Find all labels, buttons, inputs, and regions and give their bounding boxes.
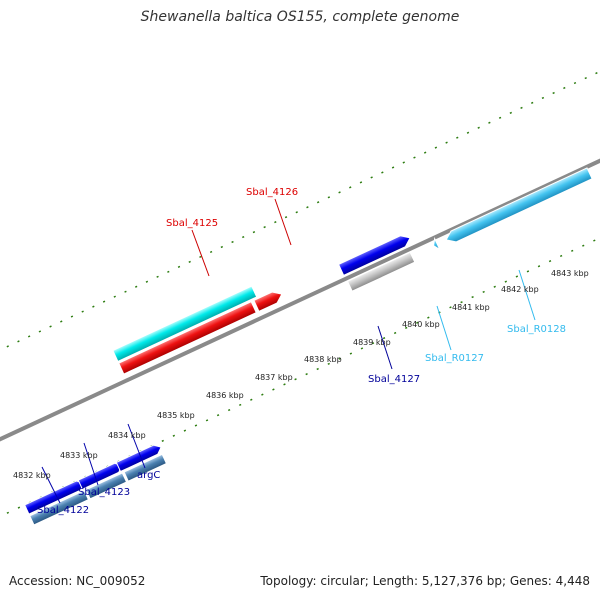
cds-feature-argc	[115, 444, 162, 473]
inner-tick-ring	[0, 185, 600, 525]
trna-feature-sbal-r0128	[445, 167, 593, 243]
connector-sbal-4122	[41, 466, 61, 504]
cds-feature-sbal-4127	[337, 235, 411, 276]
axis-tick-label: 4842 kbp	[501, 285, 539, 294]
rrna-feature-sbal-4125	[118, 301, 257, 375]
ring-tick	[0, 185, 600, 525]
axis-tick-label: 4838 kbp	[304, 355, 342, 364]
trna-feature-sbal-4125	[112, 285, 258, 363]
connector-argc	[127, 423, 146, 469]
connector-sbal-4127	[377, 325, 393, 370]
genome-summary-label: Topology: circular; Length: 5,127,376 bp…	[260, 574, 590, 588]
gene-label-connectors	[41, 198, 536, 504]
gene-label-sbal-r0128[interactable]: Sbal_R0128	[507, 324, 566, 335]
gene-label-sbal-4125[interactable]: Sbal_4125	[166, 218, 218, 229]
sequence-backbone	[0, 129, 600, 462]
gene-label-sbal-4122[interactable]: Sbal_4122	[37, 505, 89, 516]
connector-sbal-r0128	[518, 269, 536, 321]
axis-tick-label: 4840 kbp	[402, 320, 440, 329]
gene-labels: Sbal_4122 Sbal_4123 argC Sbal_4125 Sbal_4126…	[37, 187, 566, 516]
cds-feature-minus-sbal-4123	[85, 472, 128, 500]
gene-label-sbal-r0127[interactable]: Sbal_R0127	[425, 353, 484, 364]
axis-tick-label: 4833 kbp	[60, 451, 98, 460]
gene-label-argc[interactable]: argC	[137, 470, 160, 481]
gene-label-sbal-4123[interactable]: Sbal_4123	[78, 487, 130, 498]
genome-track	[0, 49, 600, 526]
plus-strand-features	[112, 235, 411, 375]
minus-strand-features	[24, 167, 593, 526]
axis-labels: 4832 kbp 4833 kbp 4834 kbp 4835 kbp 4836 kbp…	[13, 269, 589, 480]
gene-label-sbal-4126[interactable]: Sbal_4126	[246, 187, 298, 198]
pseudogene-feature	[346, 251, 416, 292]
axis-tick-label: 4843 kbp	[551, 269, 589, 278]
trna-feature-sbal-r0127	[433, 236, 441, 251]
connector-sbal-4125	[191, 229, 210, 277]
axis-tick-label: 4835 kbp	[157, 411, 195, 420]
connector-sbal-4126	[274, 198, 292, 246]
connector-sbal-r0127	[436, 305, 452, 351]
map-title: Shewanella baltica OS155, complete genom…	[140, 9, 460, 25]
connector-sbal-4123	[83, 442, 99, 486]
outer-tick-ring	[0, 49, 600, 388]
axis-tick-label: 4837 kbp	[255, 373, 293, 382]
axis-tick-label: 4834 kbp	[108, 431, 146, 440]
axis-tick-label: 4841 kbp	[452, 303, 490, 312]
ring-tick	[0, 49, 600, 388]
cds-feature-minus-sbal-4122	[29, 489, 90, 526]
axis-tick-label: 4832 kbp	[13, 471, 51, 480]
axis-tick-label: 4836 kbp	[206, 391, 244, 400]
rrna-feature-sbal-4126	[253, 291, 283, 312]
gene-label-sbal-4127[interactable]: Sbal_4127	[368, 374, 420, 385]
axis-tick-label: 4839 kbp	[353, 338, 391, 347]
accession-label: Accession: NC_009052	[9, 574, 146, 588]
